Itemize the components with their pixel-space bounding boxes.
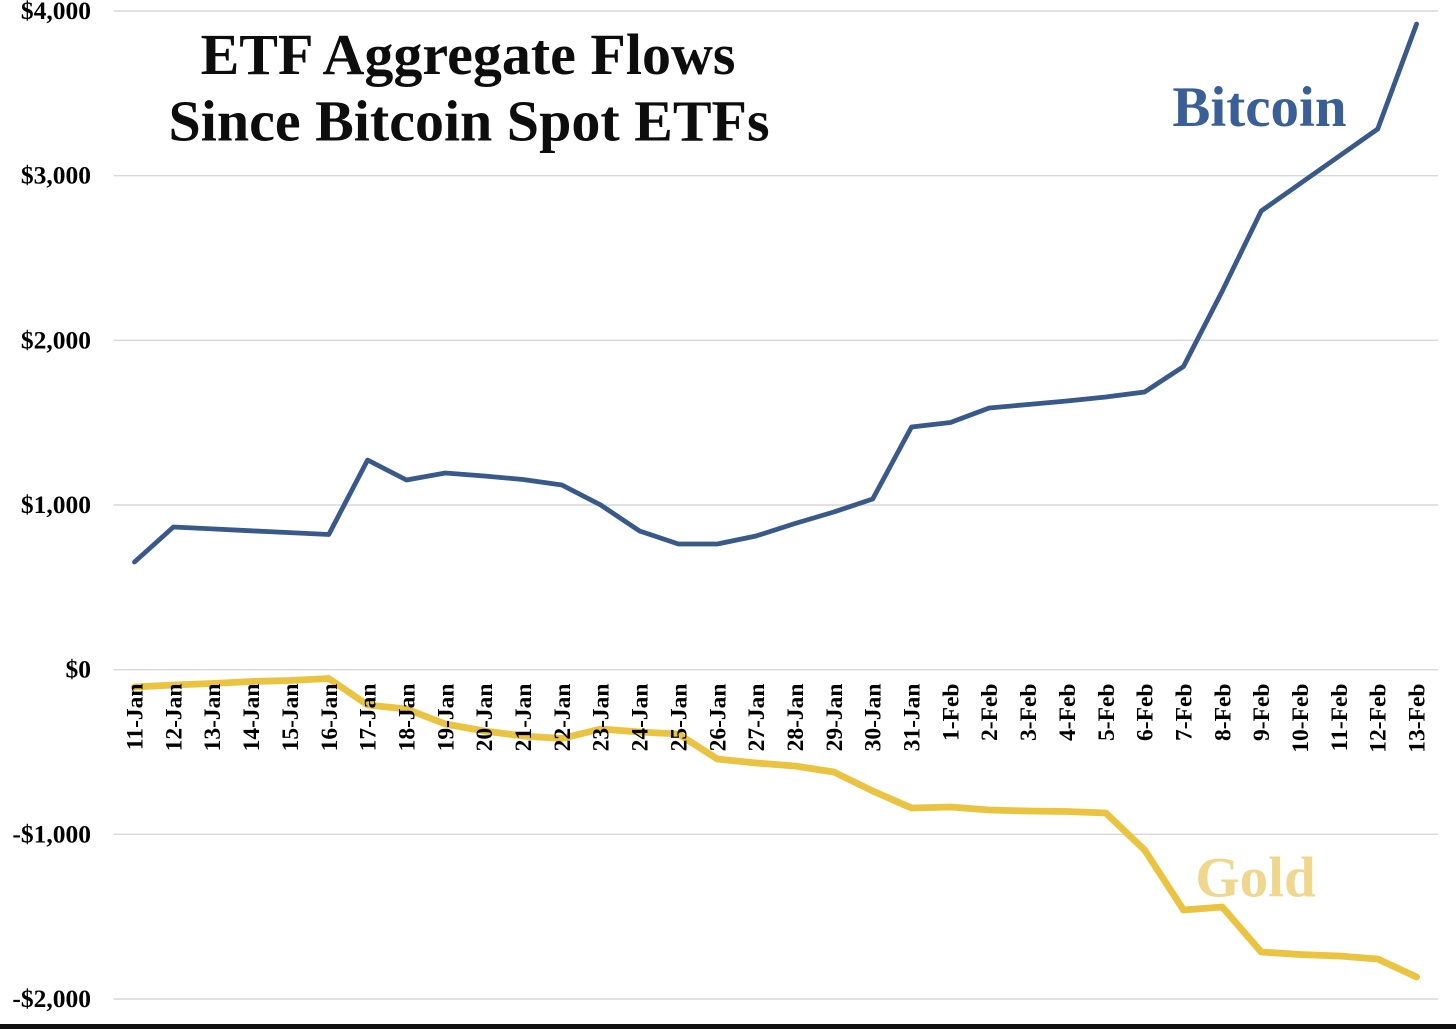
svg-text:25-Jan: 25-Jan [666,684,692,752]
svg-text:29-Jan: 29-Jan [822,684,848,752]
svg-text:$3,000: $3,000 [21,161,91,190]
svg-text:19-Jan: 19-Jan [433,684,459,752]
svg-text:21-Jan: 21-Jan [511,684,537,752]
svg-text:Bitcoin: Bitcoin [1172,76,1346,139]
svg-text:12-Jan: 12-Jan [161,684,187,752]
svg-text:8-Feb: 8-Feb [1210,684,1236,741]
svg-text:11-Jan: 11-Jan [123,684,149,751]
svg-text:13-Feb: 13-Feb [1405,684,1431,753]
svg-text:24-Jan: 24-Jan [628,684,654,752]
svg-text:15-Jan: 15-Jan [278,684,304,752]
svg-text:-$1,000: -$1,000 [12,819,91,848]
svg-text:30-Jan: 30-Jan [861,684,887,752]
svg-text:5-Feb: 5-Feb [1094,684,1120,741]
svg-text:17-Jan: 17-Jan [356,684,382,752]
svg-text:1-Feb: 1-Feb [938,684,964,741]
svg-text:14-Jan: 14-Jan [239,684,265,752]
svg-text:16-Jan: 16-Jan [317,684,343,752]
svg-text:$1,000: $1,000 [21,490,91,519]
svg-text:22-Jan: 22-Jan [550,684,576,752]
svg-text:-$2,000: -$2,000 [12,984,91,1013]
svg-text:27-Jan: 27-Jan [744,684,770,752]
svg-text:18-Jan: 18-Jan [395,684,421,752]
svg-text:$2,000: $2,000 [21,325,91,354]
svg-text:20-Jan: 20-Jan [472,684,498,752]
svg-text:9-Feb: 9-Feb [1249,684,1275,741]
svg-text:3-Feb: 3-Feb [1016,684,1042,741]
svg-text:31-Jan: 31-Jan [900,684,926,752]
svg-text:23-Jan: 23-Jan [589,684,615,752]
svg-text:Since Bitcoin Spot ETFs: Since Bitcoin Spot ETFs [168,89,769,154]
svg-text:13-Jan: 13-Jan [200,684,226,752]
svg-text:6-Feb: 6-Feb [1133,684,1159,741]
svg-text:7-Feb: 7-Feb [1172,684,1198,741]
svg-text:4-Feb: 4-Feb [1055,684,1081,741]
svg-text:Gold: Gold [1195,847,1316,910]
svg-text:$4,000: $4,000 [21,0,91,25]
svg-text:28-Jan: 28-Jan [783,684,809,752]
svg-text:11-Feb: 11-Feb [1327,684,1353,752]
svg-text:26-Jan: 26-Jan [705,684,731,752]
svg-text:2-Feb: 2-Feb [977,684,1003,741]
svg-text:12-Feb: 12-Feb [1366,684,1392,753]
svg-text:ETF Aggregate Flows: ETF Aggregate Flows [201,22,736,87]
svg-text:$0: $0 [66,655,92,684]
svg-text:10-Feb: 10-Feb [1288,684,1314,753]
